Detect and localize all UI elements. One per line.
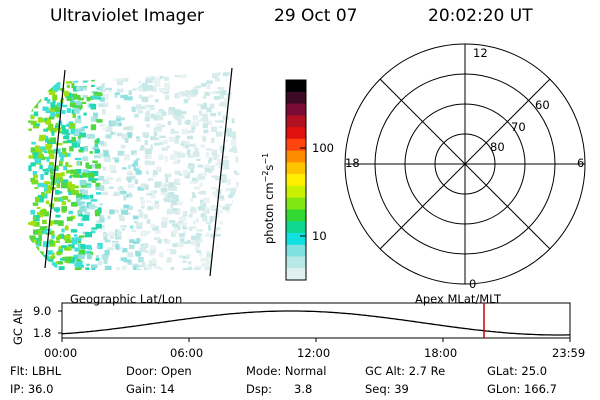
status-mode: Mode: Normal (246, 364, 327, 378)
timeline-x-tick-0000: 00:00 (44, 346, 78, 360)
colorbar-tick-100: 100 (312, 141, 334, 155)
instrument-title: Ultraviolet Imager (50, 6, 204, 26)
colorbar-band (286, 115, 306, 128)
date-label: 29 Oct 07 (274, 6, 358, 26)
status-gcalt: GC Alt: 2.7 Re (365, 364, 446, 378)
limb-line-right (209, 67, 233, 277)
status-door: Door: Open (126, 364, 192, 378)
status-seq: Seq: 39 (365, 382, 409, 396)
timeline-x-tick-2359: 23:59 (552, 346, 586, 360)
status-glat: GLat: 25.0 (487, 364, 548, 378)
status-flt: Flt: LBHL (10, 364, 62, 378)
lat-label-70: 70 (511, 120, 526, 134)
colorbar-band (286, 256, 306, 269)
timeline-y-tick-9: 9.0 (33, 304, 52, 318)
lat-label-80: 80 (490, 140, 505, 154)
colorbar-band (286, 221, 306, 234)
colorbar-band (286, 91, 306, 105)
altitude-curve (61, 310, 570, 336)
colorbar-band (286, 174, 306, 187)
mlt-label-0: 0 (469, 277, 477, 291)
colorbar-band (286, 162, 306, 175)
lat-label-60: 60 (535, 98, 550, 112)
colorbar-band (286, 197, 306, 211)
mlt-label-12: 12 (473, 46, 488, 60)
colorbar-band (286, 268, 306, 281)
time-label: 20:02:20 UT (428, 6, 533, 26)
colorbar-band (286, 103, 306, 116)
timeline-x-tick-0600: 06:00 (170, 346, 204, 360)
colorbar-band (286, 127, 306, 140)
colorbar-tick-10: 10 (312, 229, 327, 243)
mlt-label-18: 18 (345, 156, 360, 170)
status-gain: Gain: 14 (126, 382, 175, 396)
status-glon: GLon: 166.7 (487, 382, 557, 396)
timeline-y-tick-1.8: 1.8 (33, 326, 52, 340)
colorbar-band (286, 185, 306, 199)
timeline-x-tick-1800: 18:00 (424, 346, 458, 360)
timeline-x-tick-1200: 12:00 (297, 346, 331, 360)
colorbar-band (286, 80, 306, 93)
colorbar-band (286, 244, 306, 258)
colorbar-band (286, 209, 306, 222)
status-ip: IP: 36.0 (10, 382, 54, 396)
limb-line-left (44, 69, 66, 269)
mlt-label-6: 6 (577, 156, 585, 170)
colorbar-band (286, 150, 306, 163)
status-dsp: Dsp: 3.8 (246, 382, 313, 396)
